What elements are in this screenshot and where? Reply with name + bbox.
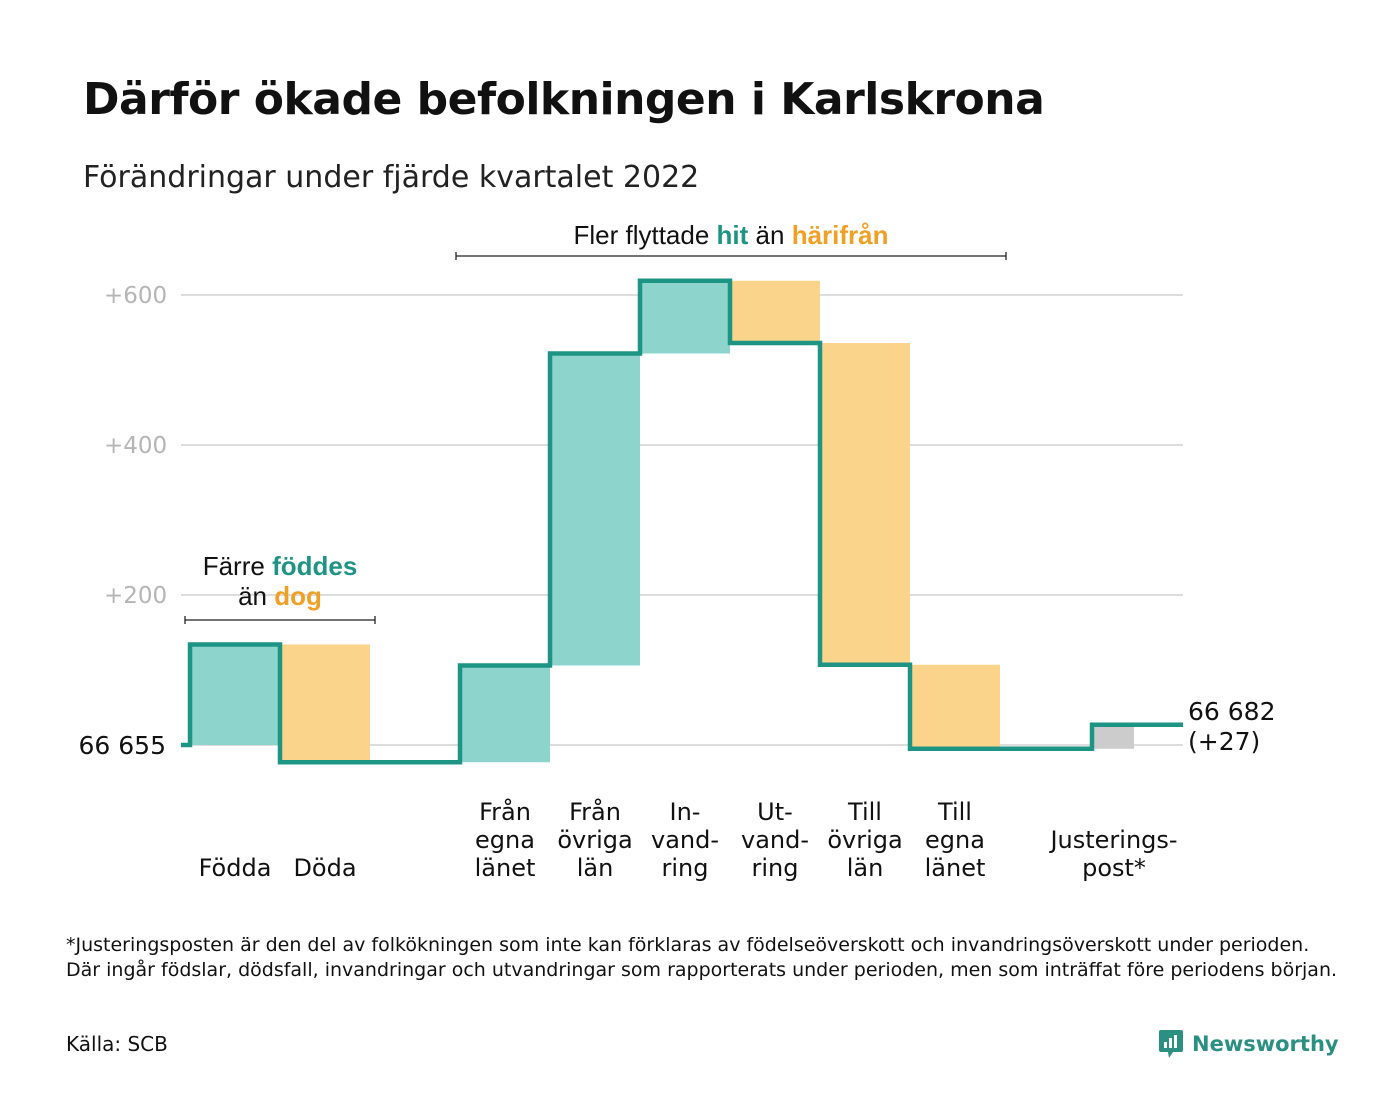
births-annotation-orange-word: dog	[274, 581, 322, 611]
category-label-line: ring	[751, 854, 799, 882]
category-label-line: Födda	[198, 854, 272, 882]
births-annotation-teal-word: föddes	[272, 551, 358, 581]
bar	[280, 644, 370, 763]
y-tick-label: +400	[104, 433, 167, 459]
category-label-line: län	[576, 854, 614, 882]
newsworthy-logo-icon	[1159, 1030, 1183, 1058]
births-annotation-prefix: Färre	[202, 551, 265, 581]
category-label: In-vand-ring	[615, 798, 755, 882]
bar	[910, 664, 1000, 749]
category-label-line: Döda	[293, 854, 357, 882]
chart-title: Därför ökade befolkningen i Karlskrona	[83, 74, 1045, 125]
end-value-label: 66 682	[1188, 697, 1275, 726]
category-label: Födda	[165, 854, 305, 882]
bar	[730, 280, 820, 343]
bar	[460, 665, 550, 763]
bar	[640, 280, 730, 354]
category-label-line: Justerings-	[1050, 826, 1178, 854]
category-label-line: In-	[669, 798, 701, 826]
brand-name: Newsworthy	[1192, 1032, 1339, 1056]
category-label-line: länet	[924, 854, 986, 882]
waterfall-chart: +200 +400 +600 66 655 66 682(+27)	[79, 252, 1275, 765]
births-annotation: Färre föddes än dog	[180, 551, 380, 611]
migration-bracket	[455, 252, 1007, 260]
migration-annotation-teal-word: hit	[716, 220, 749, 250]
category-label-line: övriga	[827, 826, 903, 854]
bar	[550, 353, 640, 666]
category-label-line: Från	[569, 798, 621, 826]
category-label-line: övriga	[557, 826, 633, 854]
bar	[1094, 724, 1134, 749]
source-credit: Källa: SCB	[66, 1032, 168, 1056]
category-label: Till övriga län	[795, 798, 935, 882]
bar	[190, 644, 280, 745]
category-label: Justerings-post*	[1044, 826, 1184, 882]
category-label: Ut-vand-ring	[705, 798, 845, 882]
category-label-line: ring	[661, 854, 709, 882]
footnote: *Justeringsposten är den del av folkökni…	[66, 934, 1338, 981]
chart-subtitle: Förändringar under fjärde kvartalet 2022	[83, 160, 700, 195]
category-label-line: egna	[475, 826, 535, 854]
category-label: Till egna länet	[885, 798, 1025, 882]
category-label-line: Till	[938, 798, 972, 826]
migration-annotation: Fler flyttade hit än härifrån	[456, 220, 1006, 251]
start-value-label: 66 655	[79, 731, 166, 760]
category-label-line: post*	[1082, 854, 1146, 882]
category-label: Från övriga län	[525, 798, 665, 882]
births-bracket	[184, 616, 376, 624]
y-tick-label: +600	[104, 283, 167, 309]
y-tick-label: +200	[104, 583, 167, 609]
category-label: Döda	[255, 854, 395, 882]
category-label-line: vand-	[650, 826, 719, 854]
bar	[820, 343, 910, 665]
brand-logo: Newsworthy	[1158, 1027, 1339, 1061]
migration-annotation-orange-word: härifrån	[791, 220, 889, 250]
category-label-line: egna	[925, 826, 985, 854]
net-change-label: (+27)	[1188, 727, 1260, 756]
category-label-line: Till	[848, 798, 882, 826]
births-annotation-line2-prefix: än	[238, 581, 268, 611]
migration-annotation-middle: än	[755, 220, 785, 250]
category-label-line: Från	[479, 798, 531, 826]
cumulative-step-line	[181, 278, 1183, 765]
category-label-line: Ut-	[757, 798, 793, 826]
migration-annotation-prefix: Fler flyttade	[573, 220, 710, 250]
category-label-line: län	[846, 854, 884, 882]
category-label: Från egna länet	[435, 798, 575, 882]
bars	[190, 280, 1134, 763]
category-label-line: vand-	[740, 826, 809, 854]
category-label-line: länet	[474, 854, 536, 882]
